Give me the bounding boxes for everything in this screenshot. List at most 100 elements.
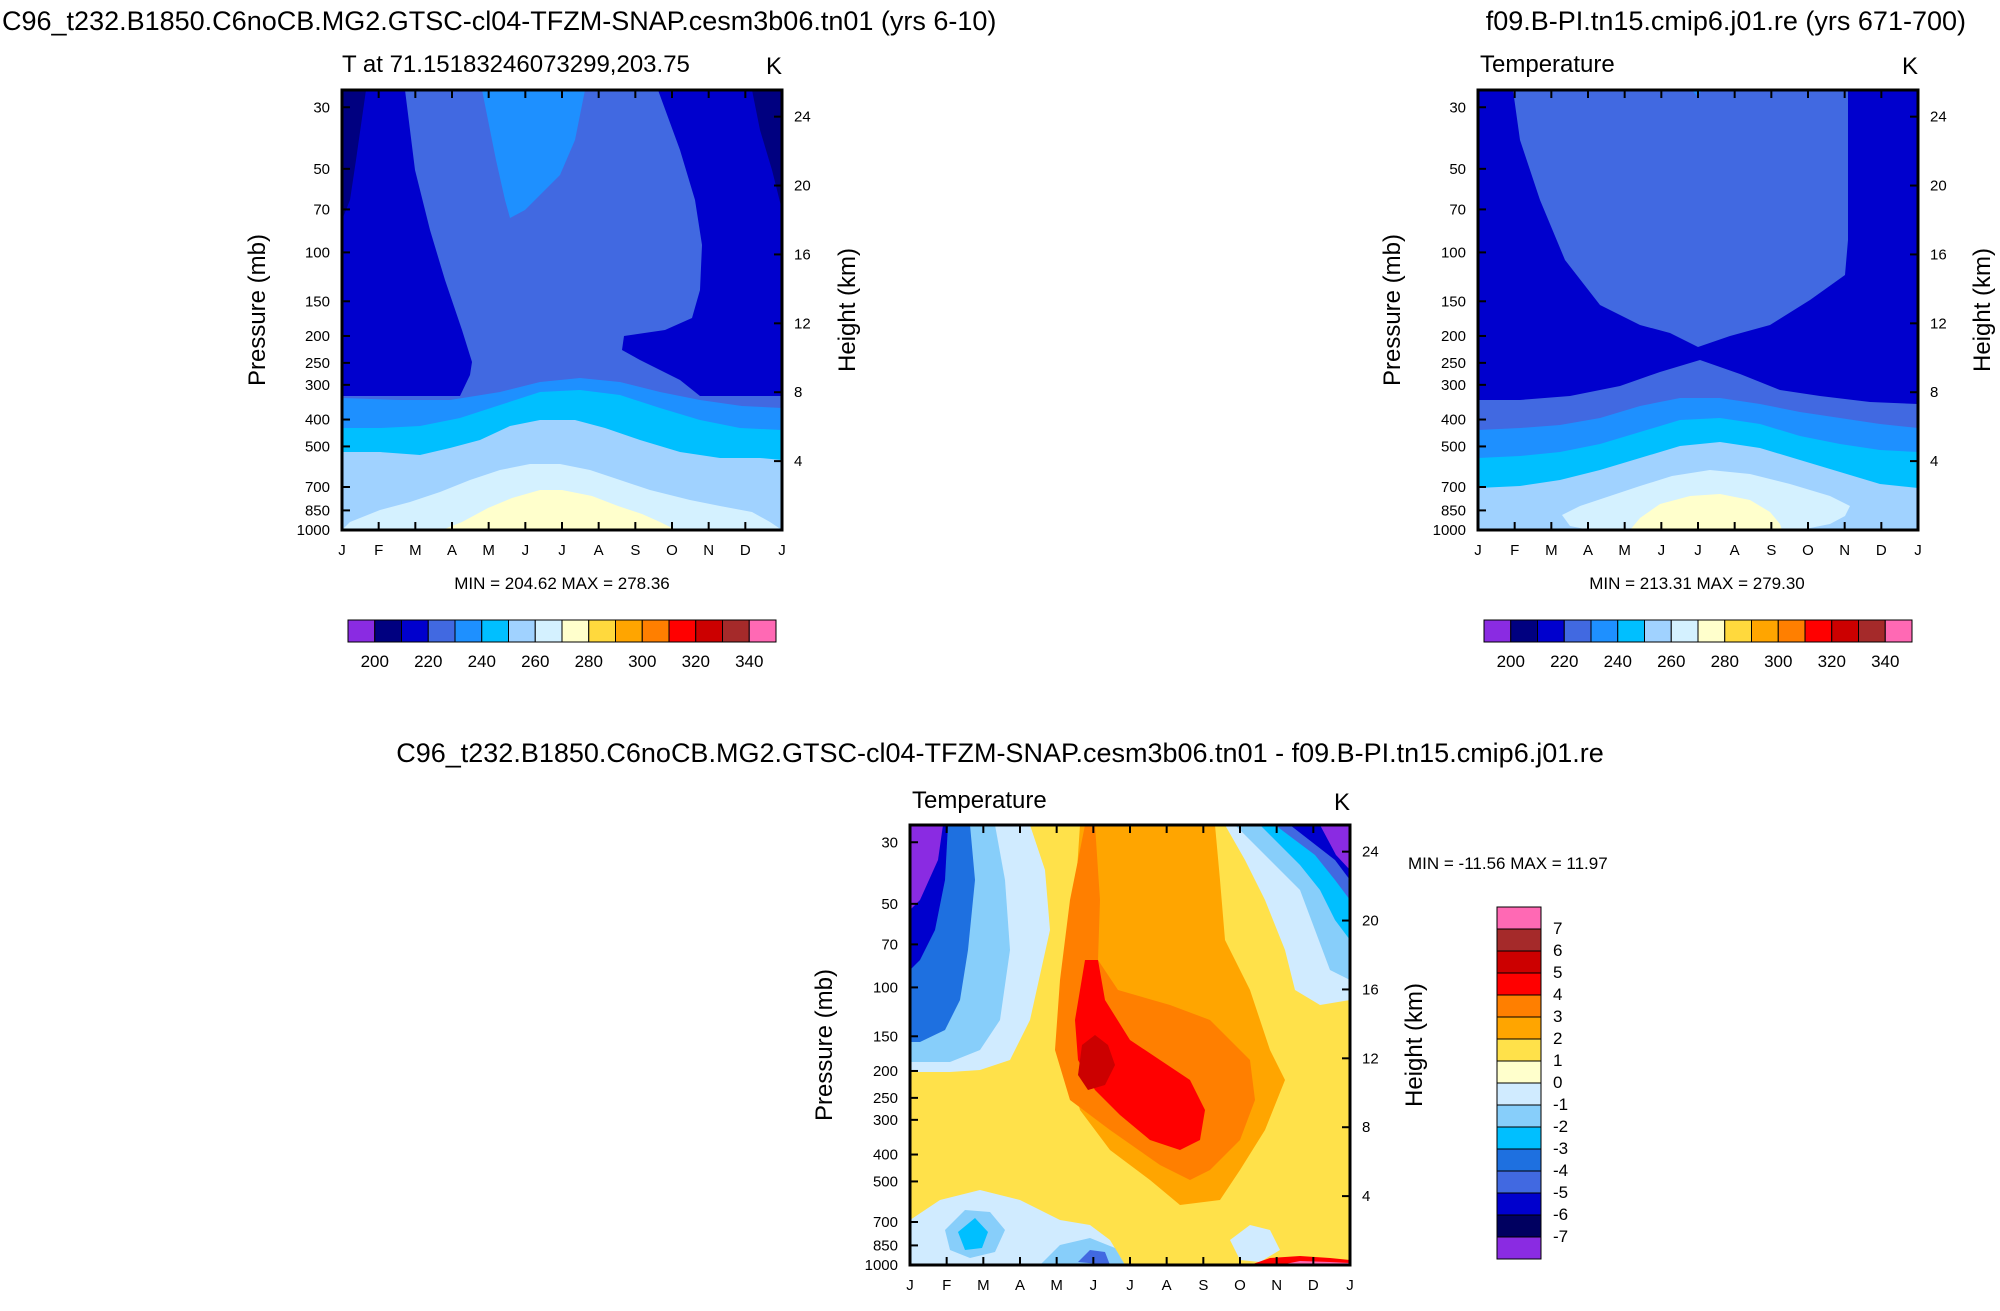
x-tick-label: A xyxy=(594,542,604,559)
colorbar-label: -4 xyxy=(1553,1161,1568,1180)
colorbar-label: 320 xyxy=(682,652,710,671)
colorbar-swatch xyxy=(1590,619,1619,643)
contour-t270 xyxy=(1630,494,1782,530)
height-tick-label: 12 xyxy=(1362,1050,1379,1067)
colorbar-swatch xyxy=(1496,928,1542,952)
panel-right-climatology: J F M A M J J A S O N D J 30 50 70 100 150 200 250 300 400 500… xyxy=(1379,51,1996,671)
panel-right-ylabel: Pressure (mb) xyxy=(1379,234,1406,386)
colorbar-swatch xyxy=(615,619,643,643)
height-tick-label: 16 xyxy=(1362,981,1379,998)
bottom-title: C96_t232.B1850.C6noCB.MG2.GTSC-cl04-TFZM… xyxy=(396,738,1604,768)
pressure-tick-label: 150 xyxy=(305,293,330,310)
pressure-tick-label: 70 xyxy=(313,201,330,218)
panel-right-contours xyxy=(1478,90,1918,530)
x-tick-label: S xyxy=(1766,542,1776,559)
contour-cold-lower-3 xyxy=(958,1218,988,1250)
panel-left-ylabel-right: Height (km) xyxy=(834,248,861,372)
pressure-tick-label: 300 xyxy=(305,377,330,394)
x-tick-label: N xyxy=(1271,1277,1282,1294)
colorbar-swatch xyxy=(1670,619,1699,643)
contour-cold-lower-right xyxy=(1230,1225,1280,1262)
colorbar-swatch xyxy=(748,619,777,643)
colorbar-swatch xyxy=(588,619,616,643)
colorbar-swatch xyxy=(1644,619,1672,643)
colorbar-label: 260 xyxy=(521,652,549,671)
top-right-title: f09.B-PI.tn15.cmip6.j01.re (yrs 671-700) xyxy=(1486,6,1966,36)
x-tick-label: J xyxy=(906,1277,914,1294)
x-tick-label: D xyxy=(1308,1277,1319,1294)
pressure-tick-label: 100 xyxy=(1441,244,1466,261)
x-tick-label: A xyxy=(1162,1277,1172,1294)
panel-right-ylabel-right: Height (km) xyxy=(1969,248,1996,372)
x-tick-label: A xyxy=(1015,1277,1025,1294)
panel-left-stats: MIN = 204.62 MAX = 278.36 xyxy=(454,574,669,593)
pressure-tick-label: 1000 xyxy=(1433,522,1466,539)
colorbar-swatch xyxy=(1496,950,1542,974)
panel-right-stats: MIN = 213.31 MAX = 279.30 xyxy=(1589,574,1804,593)
panel-left-colorbar: 200 220 240 260 280 300 320 340 xyxy=(347,619,777,671)
x-tick-label: F xyxy=(942,1277,951,1294)
x-tick-label: J xyxy=(522,542,530,559)
x-tick-label: S xyxy=(630,542,640,559)
x-tick-label: J xyxy=(1694,542,1702,559)
colorbar-swatch xyxy=(1510,619,1538,643)
pressure-tick-label: 50 xyxy=(1449,161,1466,178)
colorbar-label: 220 xyxy=(414,652,442,671)
height-tick-label: 20 xyxy=(1362,913,1379,930)
colorbar-swatch xyxy=(1777,619,1806,643)
colorbar-swatch xyxy=(1496,1016,1542,1040)
height-tick-label: 24 xyxy=(1930,109,1947,126)
panel-left-contours xyxy=(342,90,782,530)
pressure-tick-label: 1000 xyxy=(865,1257,898,1274)
colorbar-label: 280 xyxy=(575,652,603,671)
colorbar-swatch xyxy=(1496,1192,1542,1216)
pressure-tick-label: 50 xyxy=(313,161,330,178)
pressure-tick-label: 500 xyxy=(305,438,330,455)
colorbar-label: 0 xyxy=(1553,1073,1562,1092)
colorbar-swatch xyxy=(1563,619,1592,643)
colorbar-swatch xyxy=(1751,619,1779,643)
colorbar-swatch xyxy=(1831,619,1859,643)
x-tick-label: O xyxy=(666,542,678,559)
colorbar-swatch xyxy=(401,619,429,643)
contour-warm-5 xyxy=(1078,1035,1115,1090)
colorbar-swatch xyxy=(1496,972,1542,996)
colorbar-swatch xyxy=(374,619,402,643)
contour-cold-left-5 xyxy=(910,825,943,910)
panel-bottom-colorbar: 7 6 5 4 3 2 1 0 -1 -2 -3 -4 -5 -6 -7 xyxy=(1496,906,1568,1260)
x-tick-label: F xyxy=(374,542,383,559)
colorbar-swatch xyxy=(1496,1038,1542,1062)
pressure-tick-label: 200 xyxy=(873,1063,898,1080)
pressure-tick-label: 400 xyxy=(873,1147,898,1164)
x-tick-label: M xyxy=(409,542,422,559)
colorbar-label: -1 xyxy=(1553,1095,1568,1114)
contour-coldest-left xyxy=(342,90,366,220)
colorbar-label: 340 xyxy=(1871,652,1899,671)
colorbar-label: -5 xyxy=(1553,1183,1568,1202)
pressure-tick-label: 700 xyxy=(1441,479,1466,496)
pressure-tick-label: 150 xyxy=(873,1028,898,1045)
x-tick-label: J xyxy=(338,542,346,559)
colorbar-label: 320 xyxy=(1818,652,1846,671)
pressure-tick-label: 500 xyxy=(1441,438,1466,455)
colorbar-label: 4 xyxy=(1553,985,1562,1004)
x-tick-label: M xyxy=(1545,542,1558,559)
contour-coldest-right xyxy=(752,90,782,210)
panel-left-left-string: T at 71.15183246073299,203.75 xyxy=(342,51,690,78)
x-tick-label: O xyxy=(1234,1277,1246,1294)
colorbar-swatch xyxy=(1496,906,1542,930)
panel-bottom-left-string: Temperature xyxy=(912,787,1047,814)
colorbar-swatch xyxy=(1724,619,1752,643)
pressure-tick-label: 100 xyxy=(873,979,898,996)
colorbar-label: 280 xyxy=(1711,652,1739,671)
panel-bottom-ylabel-right: Height (km) xyxy=(1401,983,1428,1107)
x-tick-label: J xyxy=(1346,1277,1354,1294)
pressure-tick-label: 300 xyxy=(1441,377,1466,394)
height-tick-label: 16 xyxy=(1930,246,1947,263)
colorbar-swatch xyxy=(722,619,750,643)
colorbar-swatch xyxy=(1496,1148,1542,1172)
x-tick-label: D xyxy=(740,542,751,559)
pressure-tick-label: 700 xyxy=(305,479,330,496)
height-tick-label: 24 xyxy=(1362,844,1379,861)
panel-bottom-right-string: K xyxy=(1334,789,1350,816)
